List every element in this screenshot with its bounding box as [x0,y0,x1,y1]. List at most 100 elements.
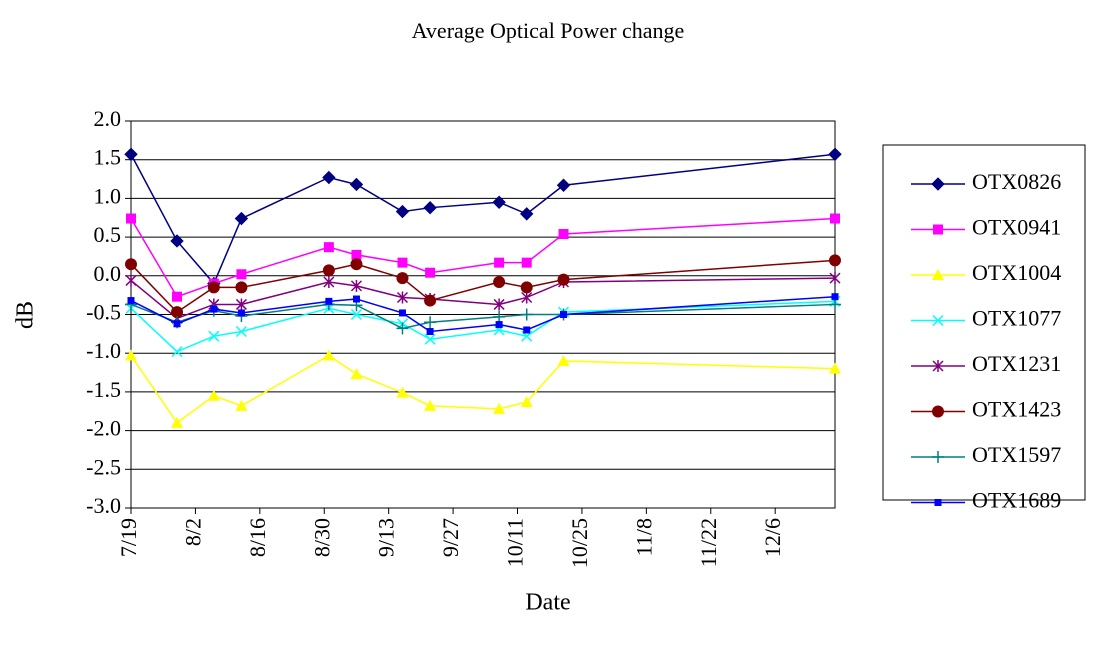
marker [171,306,184,319]
marker [124,147,138,161]
marker [322,264,335,277]
marker [235,399,248,411]
series-line [130,277,836,320]
marker [235,281,248,294]
marker [829,298,841,311]
marker [396,386,409,398]
plot-frame [130,120,836,509]
x-tick-label: 10/25 [567,518,592,568]
marker [170,234,184,248]
legend-label: OTX1689 [972,488,1061,513]
marker [322,349,335,361]
marker [520,395,533,407]
marker [495,321,503,329]
marker [520,207,534,221]
marker [350,279,362,292]
marker [934,499,942,506]
marker [828,147,842,161]
marker [932,314,944,327]
x-tick-label: 12/6 [760,518,785,557]
marker [520,281,533,294]
marker [397,257,408,268]
y-tick-label: 1.0 [94,183,122,208]
marker [932,451,944,463]
y-tick-label: 2.0 [94,106,122,131]
marker [398,309,406,317]
marker [350,368,363,380]
y-tick-label: 0.5 [94,222,122,247]
marker [424,316,437,329]
marker [493,310,506,323]
marker [426,328,434,336]
x-tick-label: 11/22 [696,518,721,567]
marker [831,293,839,301]
marker [932,405,944,418]
marker [208,330,220,342]
marker [829,272,841,285]
series-line [130,153,836,285]
y-tick-label: -1.0 [86,338,121,363]
marker [396,272,409,285]
x-axis-label: Date [525,590,570,616]
marker [171,346,183,358]
marker [125,258,137,271]
marker [237,309,245,317]
x-tick-label: 9/13 [374,518,399,557]
legend-label: OTX0941 [972,215,1061,240]
x-tick-label: 8/16 [245,518,270,557]
legend: OTX0826 OTX0941 OTX1004 OTX1077 OTX1231 OTX14… [882,144,1086,513]
marker [494,257,505,268]
marker [829,254,841,267]
legend-label: OTX1423 [972,397,1061,422]
marker [396,291,409,304]
marker [829,362,841,374]
marker [325,297,333,305]
marker [171,416,184,428]
series-line [130,295,836,333]
marker [395,204,410,219]
marker [560,311,568,318]
marker [126,213,136,224]
legend-label: OTX1597 [972,442,1061,467]
series-line [130,354,836,424]
marker [493,298,505,311]
marker [424,399,437,411]
series-line [130,259,836,314]
marker [830,213,840,224]
y-axis-label: dB [13,301,39,329]
marker [235,325,247,338]
series-line [130,300,836,353]
marker [424,333,436,345]
marker [396,322,409,335]
x-tick-label: 8/2 [180,518,205,546]
marker [423,200,437,215]
y-tick-label: 1.5 [94,145,122,170]
marker [350,308,362,321]
marker [521,291,533,304]
marker [424,294,437,307]
x-tick-label: 11/8 [631,518,656,556]
x-tick-label: 8/30 [309,518,334,557]
legend-label: OTX1004 [972,260,1061,285]
marker [352,295,360,303]
marker [236,269,247,280]
marker [520,308,533,321]
marker [125,349,137,361]
marker [556,178,571,192]
marker [492,195,506,209]
marker [557,273,570,286]
marker [207,281,220,294]
series-line [130,217,836,298]
marker [523,326,531,334]
y-tick-label: -2.5 [86,454,121,479]
marker [351,249,362,260]
marker [931,177,945,191]
marker [493,402,506,414]
marker [172,291,183,302]
legend-box [882,144,1086,501]
marker [521,257,532,268]
legend-label: OTX1231 [972,351,1061,376]
x-tick-label: 9/27 [438,518,463,557]
y-tick-label: -0.5 [86,300,121,325]
